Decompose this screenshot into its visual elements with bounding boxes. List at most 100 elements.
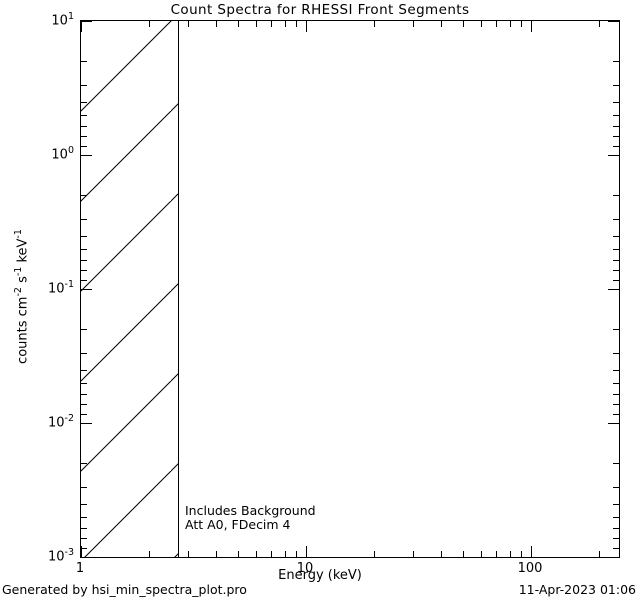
x-tick-major-top: [531, 21, 532, 32]
y-tick-major: [81, 289, 92, 290]
x-tick-minor-top: [271, 21, 272, 27]
x-tick-minor-top: [285, 21, 286, 27]
y-tick-minor: [81, 236, 87, 237]
y-tick-label: 10-3: [47, 547, 74, 565]
x-tick-minor: [374, 551, 375, 557]
y-tick-minor: [81, 414, 87, 415]
x-tick-major-top: [306, 21, 307, 32]
x-axis-title: Energy (keV): [278, 568, 362, 583]
y-tick-minor-right: [613, 61, 619, 62]
y-tick-label: 10-1: [47, 279, 74, 297]
footer-generator-text: Generated by hsi_min_spectra_plot.pro: [2, 582, 247, 597]
y-tick-minor: [81, 146, 87, 147]
y-tick-minor-right: [613, 270, 619, 271]
plot-annotation: Includes Background Att A0, FDecim 4: [185, 504, 316, 531]
x-tick-minor: [463, 551, 464, 557]
x-tick-minor-top: [256, 21, 257, 27]
y-tick-label: 10-2: [47, 413, 74, 431]
y-tick-minor-right: [613, 383, 619, 384]
x-tick-minor: [496, 551, 497, 557]
y-tick-minor-right: [613, 517, 619, 518]
x-tick-major: [531, 546, 532, 557]
annotation-line-2: Att A0, FDecim 4: [185, 516, 291, 532]
y-tick-minor-right: [613, 329, 619, 330]
x-tick-major-top: [81, 21, 82, 32]
y-tick-minor-right: [613, 236, 619, 237]
x-tick-minor-top: [149, 21, 150, 27]
y-tick-minor: [81, 136, 87, 137]
y-tick-minor: [81, 280, 87, 281]
y-tick-major: [81, 21, 92, 22]
x-tick-minor-top: [216, 21, 217, 27]
x-tick-minor-top: [496, 21, 497, 27]
y-tick-minor-right: [613, 146, 619, 147]
x-tick-minor: [188, 551, 189, 557]
x-tick-label: 10: [296, 561, 314, 576]
y-tick-minor: [81, 260, 87, 261]
y-tick-minor: [81, 487, 87, 488]
y-tick-minor-right: [613, 548, 619, 549]
y-tick-minor: [81, 126, 87, 127]
y-tick-minor: [81, 404, 87, 405]
y-tick-minor: [81, 195, 87, 196]
y-tick-minor: [81, 383, 87, 384]
y-tick-minor-right: [613, 136, 619, 137]
x-tick-minor: [481, 551, 482, 557]
x-tick-major: [81, 546, 82, 557]
footer-timestamp: 11-Apr-2023 01:06: [518, 582, 636, 597]
x-tick-minor-top: [374, 21, 375, 27]
x-tick-major: [306, 546, 307, 557]
x-tick-minor-top: [188, 21, 189, 27]
x-tick-minor: [285, 551, 286, 557]
y-tick-minor: [81, 270, 87, 271]
y-axis-title: counts cm-2 s-1 keV-1: [13, 229, 31, 364]
y-tick-major-right: [608, 155, 619, 156]
hatched-region: [81, 21, 179, 557]
x-tick-label: 1: [75, 561, 85, 576]
x-tick-minor-top: [599, 21, 600, 27]
y-tick-label: 100: [51, 145, 74, 163]
y-tick-minor-right: [613, 370, 619, 371]
y-tick-minor: [81, 548, 87, 549]
y-tick-minor: [81, 219, 87, 220]
y-tick-minor: [81, 249, 87, 250]
y-tick-minor: [81, 329, 87, 330]
y-tick-minor-right: [613, 126, 619, 127]
y-tick-major: [81, 155, 92, 156]
x-tick-minor: [510, 551, 511, 557]
y-tick-major-right: [608, 289, 619, 290]
x-tick-minor: [216, 551, 217, 557]
x-tick-minor: [256, 551, 257, 557]
y-tick-minor-right: [613, 404, 619, 405]
y-tick-minor-right: [613, 414, 619, 415]
y-tick-major-right: [608, 423, 619, 424]
y-tick-minor: [81, 504, 87, 505]
y-tick-minor: [81, 538, 87, 539]
x-tick-minor-top: [521, 21, 522, 27]
annotation-line-1: Includes Background: [185, 503, 316, 518]
y-tick-minor-right: [613, 260, 619, 261]
y-tick-minor-right: [613, 538, 619, 539]
y-tick-minor-right: [613, 195, 619, 196]
x-tick-minor: [296, 551, 297, 557]
data-series-layer: [81, 21, 619, 557]
y-tick-minor-right: [613, 353, 619, 354]
y-tick-label: 101: [51, 11, 74, 29]
x-tick-minor-top: [441, 21, 442, 27]
y-tick-minor: [81, 394, 87, 395]
y-tick-minor-right: [613, 504, 619, 505]
x-tick-minor-top: [296, 21, 297, 27]
x-tick-minor-top: [510, 21, 511, 27]
page-title: Count Spectra for RHESSI Front Segments: [170, 2, 470, 18]
y-tick-major-right: [608, 21, 619, 22]
hatch-region-edge: [178, 21, 179, 557]
y-tick-minor: [81, 517, 87, 518]
y-tick-minor: [81, 85, 87, 86]
x-tick-minor: [413, 551, 414, 557]
x-tick-minor-top: [413, 21, 414, 27]
y-tick-minor: [81, 528, 87, 529]
x-tick-minor-top: [481, 21, 482, 27]
x-tick-minor: [238, 551, 239, 557]
x-tick-label: 100: [517, 561, 543, 576]
